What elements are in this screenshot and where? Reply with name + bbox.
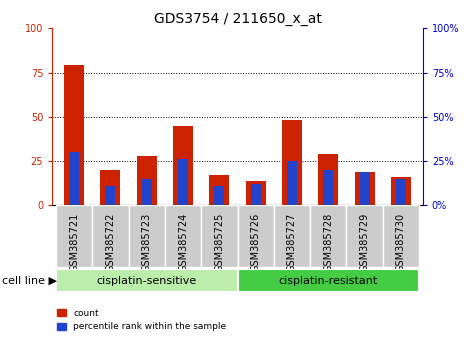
FancyBboxPatch shape bbox=[201, 205, 238, 267]
Bar bbox=[391, 177, 411, 205]
FancyBboxPatch shape bbox=[346, 205, 383, 267]
Bar bbox=[178, 159, 188, 205]
Bar bbox=[64, 65, 84, 205]
Bar bbox=[100, 170, 120, 205]
FancyBboxPatch shape bbox=[56, 269, 238, 292]
Text: GSM385721: GSM385721 bbox=[69, 213, 79, 272]
FancyBboxPatch shape bbox=[238, 205, 274, 267]
Bar bbox=[214, 186, 224, 205]
Bar bbox=[173, 126, 193, 205]
Text: GSM385726: GSM385726 bbox=[251, 213, 261, 272]
Text: GSM385724: GSM385724 bbox=[178, 213, 188, 272]
Bar bbox=[282, 120, 302, 205]
Bar bbox=[246, 181, 266, 205]
Bar bbox=[142, 179, 152, 205]
Text: GSM385723: GSM385723 bbox=[142, 213, 152, 272]
FancyBboxPatch shape bbox=[238, 269, 419, 292]
Text: GSM385728: GSM385728 bbox=[323, 213, 333, 272]
Text: cisplatin-sensitive: cisplatin-sensitive bbox=[96, 275, 197, 286]
Text: GSM385729: GSM385729 bbox=[360, 213, 370, 272]
FancyBboxPatch shape bbox=[310, 205, 346, 267]
FancyBboxPatch shape bbox=[383, 205, 419, 267]
Bar bbox=[69, 152, 79, 205]
FancyBboxPatch shape bbox=[56, 205, 92, 267]
Bar bbox=[323, 170, 333, 205]
Bar bbox=[251, 184, 261, 205]
Bar bbox=[105, 186, 115, 205]
Legend: count, percentile rank within the sample: count, percentile rank within the sample bbox=[57, 309, 226, 331]
Title: GDS3754 / 211650_x_at: GDS3754 / 211650_x_at bbox=[153, 12, 322, 26]
FancyBboxPatch shape bbox=[274, 205, 310, 267]
FancyBboxPatch shape bbox=[92, 205, 129, 267]
Bar bbox=[209, 175, 229, 205]
Bar bbox=[287, 161, 297, 205]
Text: cisplatin-resistant: cisplatin-resistant bbox=[279, 275, 378, 286]
Text: GSM385725: GSM385725 bbox=[214, 213, 224, 272]
Bar bbox=[355, 172, 375, 205]
Bar bbox=[360, 172, 370, 205]
Text: GSM385722: GSM385722 bbox=[105, 213, 115, 272]
Bar bbox=[396, 179, 406, 205]
FancyBboxPatch shape bbox=[165, 205, 201, 267]
Text: cell line ▶: cell line ▶ bbox=[2, 275, 57, 286]
Bar bbox=[318, 154, 338, 205]
Text: GSM385727: GSM385727 bbox=[287, 213, 297, 272]
Bar bbox=[137, 156, 157, 205]
FancyBboxPatch shape bbox=[129, 205, 165, 267]
Text: GSM385730: GSM385730 bbox=[396, 213, 406, 272]
